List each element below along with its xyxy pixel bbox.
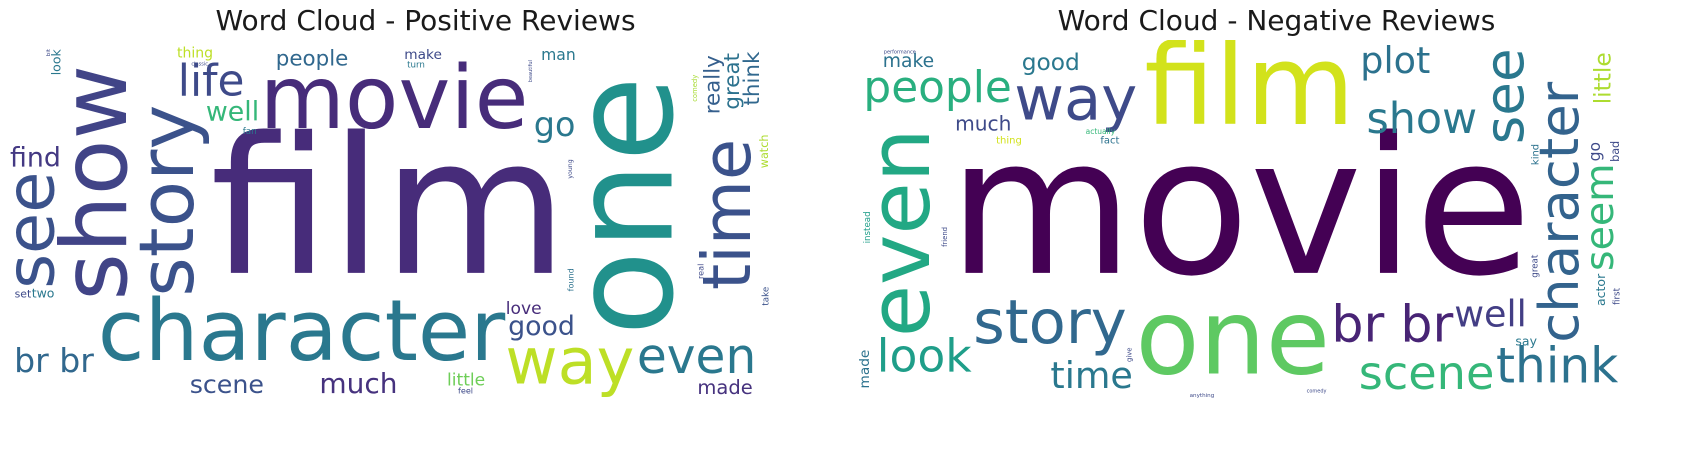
word-life: life [178, 56, 245, 107]
word-show: show [41, 65, 148, 301]
word-actor: actor [1593, 273, 1608, 306]
word-little: little [1590, 52, 1617, 104]
word-see: see [1472, 48, 1536, 144]
word-thing: thing [177, 45, 213, 61]
word-give: give [1126, 348, 1134, 362]
word-see: see [0, 172, 70, 289]
word-one: one [1136, 277, 1331, 399]
word-comedy: comedy [691, 75, 699, 102]
word-even: even [637, 329, 756, 385]
word-well: well [1454, 293, 1527, 336]
word-movie: movie [948, 97, 1531, 318]
word-find: find [10, 143, 61, 174]
word-look: look [49, 49, 64, 76]
word-seem: seem [1577, 163, 1623, 271]
word-first: first [1613, 287, 1623, 305]
word-even: even [851, 128, 950, 337]
word-movie: movie [260, 47, 529, 149]
word-classic: classic [191, 61, 208, 67]
word-way: way [505, 326, 634, 400]
word-think: think [1496, 338, 1618, 394]
negative-reviews-panel: Word Cloud - Negative Reviews movie film o… [851, 0, 1702, 460]
word-plot: plot [1360, 40, 1430, 82]
word-found: found [565, 268, 575, 291]
word-story: story [973, 288, 1127, 358]
word-little: little [447, 370, 485, 390]
word-look: look [877, 330, 972, 383]
word-kind: kind [1531, 144, 1542, 165]
word-anything: anything [1190, 393, 1215, 399]
word-love: love [506, 299, 542, 319]
word-much: much [319, 367, 397, 400]
word-time: time [688, 139, 766, 290]
word-think: think [740, 51, 765, 105]
word-man: man [541, 46, 576, 64]
word-fan: fan [243, 127, 257, 137]
word-bad: bad [1609, 141, 1622, 162]
word-fact: fact [1100, 135, 1119, 146]
word-make: make [883, 51, 934, 72]
word-two: two [32, 285, 55, 300]
word-good: good [508, 311, 575, 342]
word-instead: instead [863, 211, 873, 243]
word-go: go [1586, 142, 1604, 161]
word-watch: watch [758, 135, 771, 169]
chart-title: Word Cloud - Positive Reviews [215, 4, 636, 37]
positive-reviews-panel: Word Cloud - Positive Reviews film one mov… [0, 4, 772, 400]
word-bit: bit [46, 48, 52, 56]
word-say: say [1515, 334, 1537, 349]
word-set: set [15, 287, 32, 300]
word-made: made [857, 350, 873, 389]
word-br-br: br br [1331, 294, 1453, 353]
word-scene: scene [190, 370, 264, 399]
word-thing: thing [996, 136, 1022, 147]
word-made: made [697, 376, 752, 399]
word-show: show [1367, 94, 1478, 144]
word-story: story [122, 105, 211, 297]
word-well: well [206, 96, 259, 127]
word-film: film [1144, 40, 1355, 151]
word-way: way [1014, 65, 1137, 135]
word-one: one [542, 76, 705, 336]
word-character: character [98, 282, 505, 381]
word-scene: scene [1359, 346, 1495, 400]
word-comedy: comedy [1307, 389, 1327, 395]
word-people: people [863, 62, 1011, 113]
word-turn: turn [407, 60, 425, 70]
word-character: character [1527, 81, 1591, 343]
word-much: much [955, 111, 1011, 135]
word-young: young [567, 159, 574, 178]
chart-title: Word Cloud - Negative Reviews [1057, 4, 1496, 37]
word-make: make [404, 47, 442, 63]
word-br-br: br br [14, 341, 94, 380]
word-time: time [1050, 354, 1132, 397]
word-great: great [1531, 254, 1541, 278]
word-good: good [1022, 49, 1080, 76]
word-people: people [276, 47, 349, 72]
word-actually: actually [1086, 127, 1116, 136]
word-great: great [720, 53, 745, 110]
word-really: really [701, 55, 726, 114]
word-beautiful: beautiful [528, 60, 534, 82]
word-go: go [534, 105, 576, 144]
word-feel: feel [458, 385, 473, 395]
word-film: film [210, 97, 568, 318]
word-performance: performance [884, 49, 916, 55]
word-friend: friend [941, 227, 949, 247]
word-take: take [762, 287, 772, 306]
word-real: real [696, 264, 706, 279]
